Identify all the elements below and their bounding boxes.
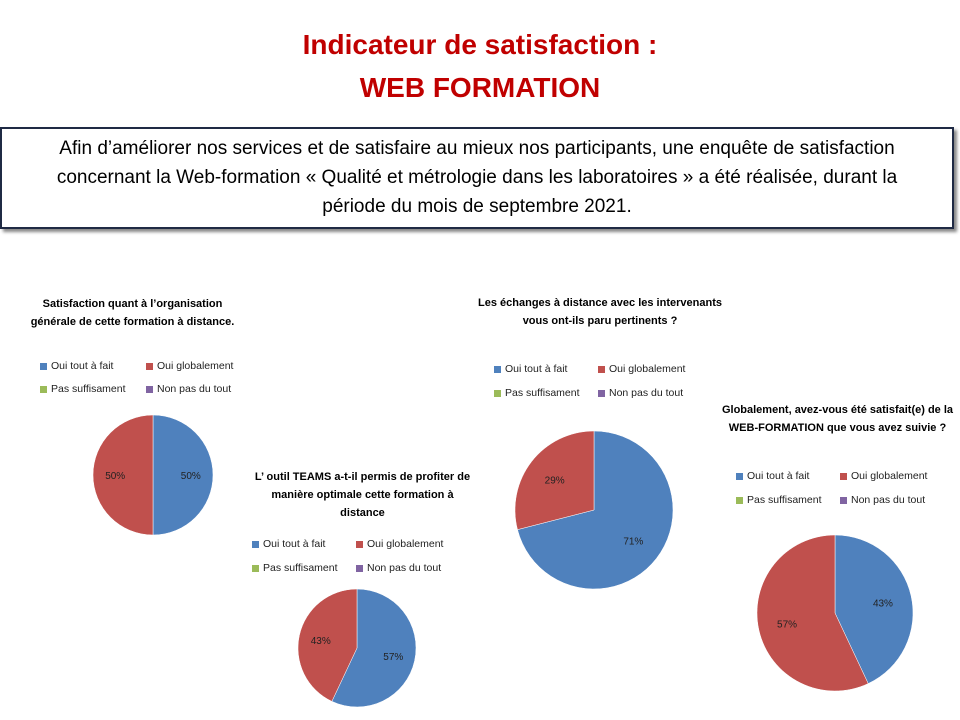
legend-label: Oui globalement: [609, 363, 686, 375]
legend-swatch: [146, 362, 153, 370]
pie-data-label: 43%: [311, 636, 331, 647]
pie-data-label: 50%: [181, 471, 201, 482]
pie-slice-oui-globalement: [92, 414, 154, 536]
legend-label: Pas suffisament: [51, 383, 126, 395]
legend-swatch: [598, 389, 605, 397]
legend-item: Oui tout à fait: [494, 363, 567, 375]
page-title-line1: Indicateur de satisfaction :: [302, 29, 658, 60]
legend-label: Oui tout à fait: [263, 538, 326, 550]
legend-item: Pas suffisament: [736, 494, 822, 506]
legend-label: Oui tout à fait: [505, 363, 568, 375]
pie-data-label: 43%: [873, 598, 893, 609]
legend-item: Non pas du tout: [840, 494, 925, 506]
legend-swatch: [736, 496, 743, 504]
legend-swatch: [598, 365, 605, 373]
legend-label: Oui globalement: [367, 538, 444, 550]
legend-item: Non pas du tout: [598, 387, 683, 399]
legend-label: Non pas du tout: [367, 562, 442, 574]
legend-item: Oui tout à fait: [40, 360, 113, 372]
chart-title: L’ outil TEAMS a-t-il permis de profiter…: [254, 471, 471, 519]
legend-label: Oui tout à fait: [747, 470, 810, 482]
pie-slice-oui-tout-a-fait: [152, 414, 214, 536]
legend-swatch: [252, 540, 259, 548]
legend-item: Oui tout à fait: [252, 538, 325, 550]
pie-data-label: 57%: [777, 620, 797, 631]
legend-swatch: [40, 385, 47, 393]
pie-slice-oui-globalement: [756, 534, 869, 692]
page-title-line2: WEB FORMATION: [359, 72, 601, 103]
chart-title: Satisfaction quant à l’organisation géné…: [30, 298, 235, 328]
legend-swatch: [494, 389, 501, 397]
pie-data-label: 50%: [105, 471, 125, 482]
legend-item: Oui globalement: [598, 363, 685, 375]
legend-item: Oui globalement: [840, 470, 927, 482]
legend-item: Oui tout à fait: [736, 470, 809, 482]
legend-label: Oui tout à fait: [51, 360, 114, 372]
pie-slice-oui-tout-a-fait: [834, 534, 914, 684]
legend-label: Non pas du tout: [851, 494, 926, 506]
legend-label: Pas suffisament: [263, 562, 338, 574]
legend-swatch: [40, 362, 47, 370]
pie-data-label: 71%: [623, 537, 643, 548]
legend-swatch: [840, 496, 847, 504]
legend-swatch: [252, 564, 259, 572]
legend-item: Pas suffisament: [252, 562, 338, 574]
legend-swatch: [356, 540, 363, 548]
legend-item: Oui globalement: [146, 360, 233, 372]
pie-data-label: 29%: [545, 475, 565, 486]
legend-item: Oui globalement: [356, 538, 443, 550]
intro-text: Afin d’améliorer nos services et de sati…: [56, 138, 898, 217]
pie-slice-oui-tout-a-fait: [517, 430, 674, 590]
legend-label: Pas suffisament: [505, 387, 580, 399]
legend-swatch: [356, 564, 363, 572]
legend-label: Non pas du tout: [609, 387, 684, 399]
pie-data-label: 57%: [383, 652, 403, 663]
legend-item: Non pas du tout: [146, 383, 231, 395]
legend-label: Pas suffisament: [747, 494, 822, 506]
legend-swatch: [146, 385, 153, 393]
chart-title: Globalement, avez-vous été satisfait(e) …: [721, 404, 954, 434]
pie-slice-oui-globalement: [297, 588, 358, 702]
legend-item: Non pas du tout: [356, 562, 441, 574]
legend-swatch: [494, 365, 501, 373]
legend-label: Oui globalement: [157, 360, 234, 372]
legend-swatch: [736, 472, 743, 480]
legend-item: Pas suffisament: [40, 383, 126, 395]
pie-slice-oui-globalement: [514, 430, 595, 530]
chart-title: Les échanges à distance avec les interve…: [478, 297, 722, 327]
legend-swatch: [840, 472, 847, 480]
legend-label: Non pas du tout: [157, 383, 232, 395]
intro-box: Afin d’améliorer nos services et de sati…: [0, 127, 954, 229]
legend-item: Pas suffisament: [494, 387, 580, 399]
legend-label: Oui globalement: [851, 470, 928, 482]
pie-slice-oui-tout-a-fait: [331, 588, 417, 708]
